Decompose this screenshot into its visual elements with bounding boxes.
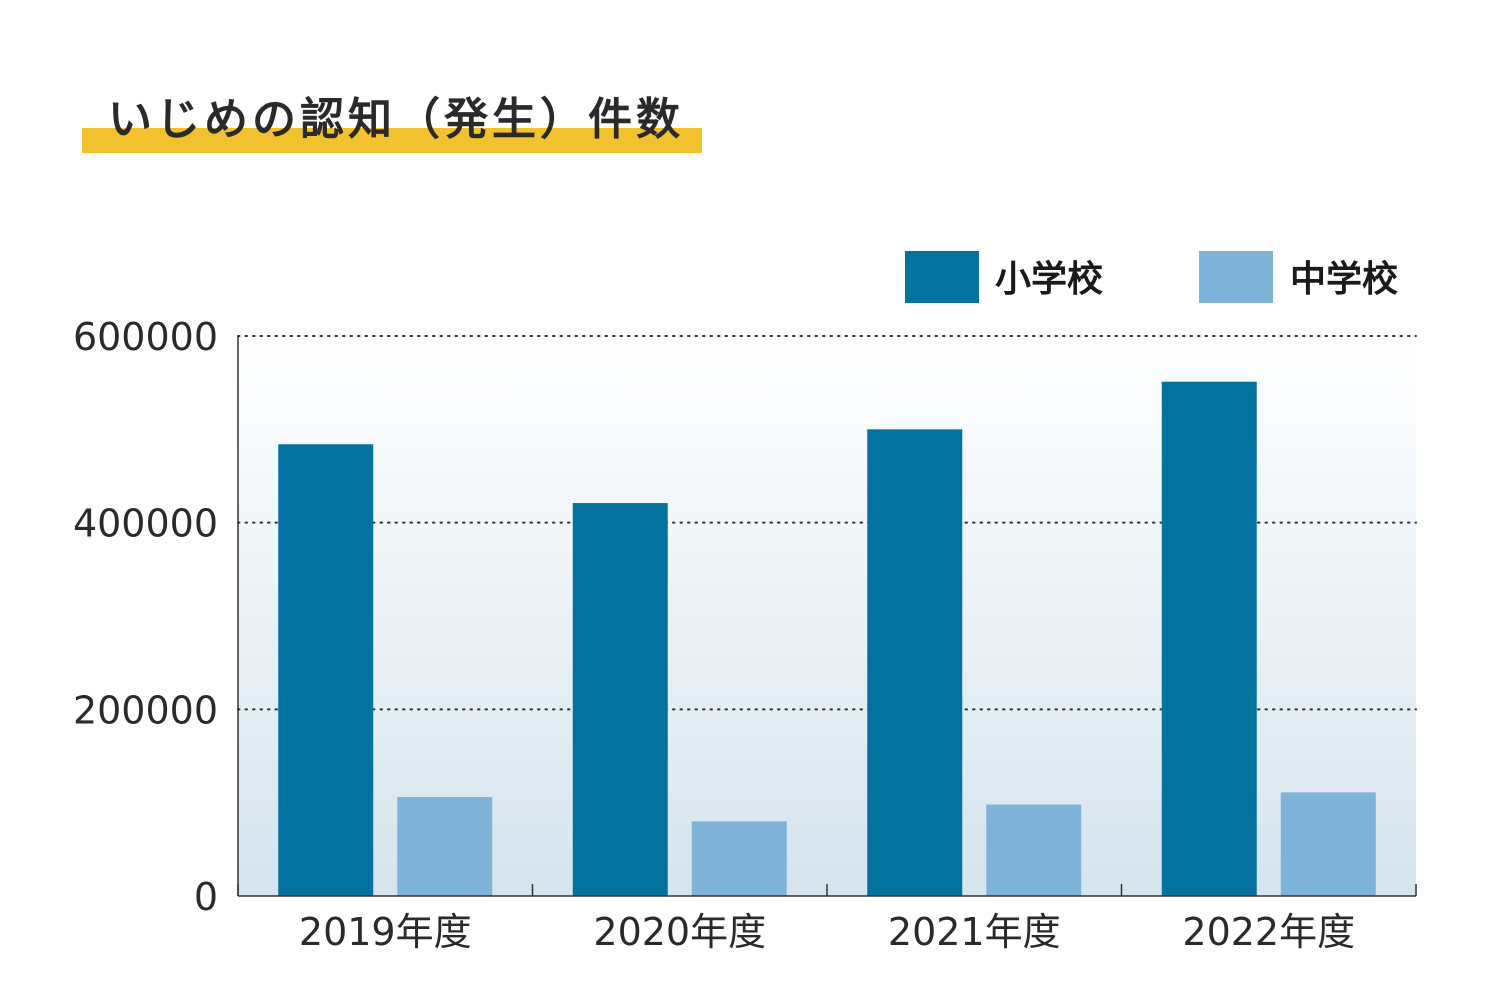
bar-elementary	[867, 429, 963, 896]
legend: 小学校 中学校	[905, 251, 1398, 303]
y-tick-label: 0	[194, 875, 218, 919]
bar-junior-high	[691, 821, 787, 896]
x-tick-labels: 2019年度 2020年度 2021年度 2022年度	[299, 910, 1355, 954]
bar-junior-high	[986, 804, 1082, 896]
x-tick-label: 2021年度	[888, 910, 1061, 954]
y-tick-label: 200000	[73, 688, 218, 732]
bars	[278, 381, 1376, 896]
x-tick-label: 2019年度	[299, 910, 472, 954]
y-tick-labels: 0 200000 400000 600000	[73, 315, 218, 919]
x-tick-label: 2020年度	[593, 910, 766, 954]
bar-junior-high	[1280, 792, 1376, 896]
y-tick-label: 400000	[73, 502, 218, 546]
axes	[237, 336, 1417, 897]
legend-swatch-junior-high	[1199, 251, 1273, 303]
bar-elementary	[1161, 381, 1257, 896]
bar-elementary	[278, 444, 374, 896]
legend-label-junior-high: 中学校	[1290, 258, 1398, 300]
bar-elementary	[572, 503, 668, 896]
legend-label-elementary: 小学校	[995, 258, 1103, 300]
y-tick-label: 600000	[73, 315, 218, 359]
chart-title: いじめの認知（発生）件数	[108, 94, 684, 145]
title-underline	[82, 128, 702, 153]
bar-junior-high	[397, 797, 493, 896]
legend-swatch-elementary	[905, 251, 979, 303]
x-tick-label: 2022年度	[1182, 910, 1355, 954]
